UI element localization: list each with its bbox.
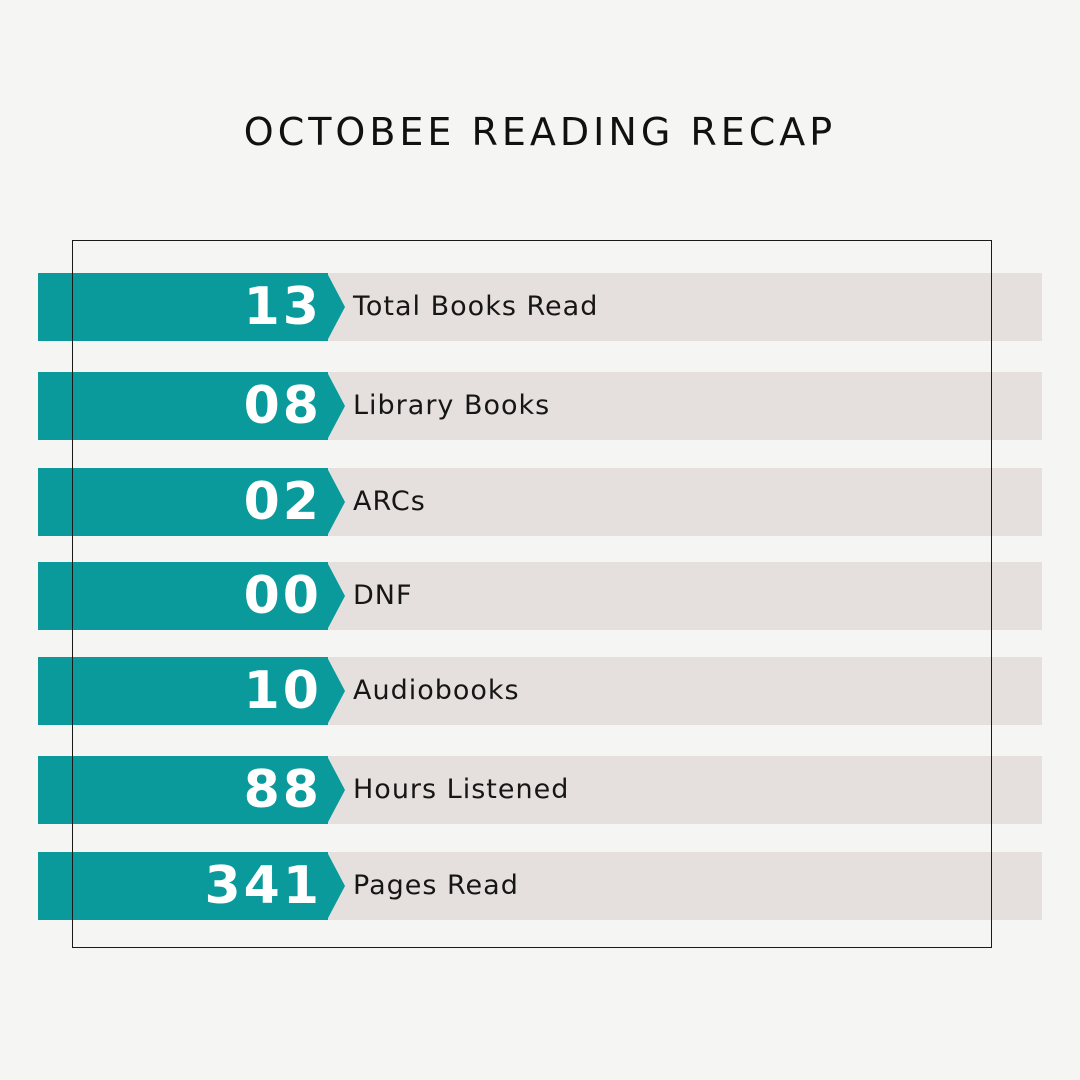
stat-value: 00 — [243, 566, 322, 626]
stat-value: 02 — [243, 472, 322, 532]
stat-label: DNF — [353, 580, 413, 611]
stat-label: ARCs — [353, 486, 426, 517]
stat-value: 10 — [243, 661, 322, 721]
stat-value-badge: 02 — [38, 468, 328, 536]
stat-row-hours-listened: 88 Hours Listened — [38, 756, 1042, 824]
stat-label: Total Books Read — [353, 291, 599, 322]
stat-value: 08 — [243, 376, 322, 436]
badge-arrow-point — [327, 756, 345, 824]
stat-row-total-books: 13 Total Books Read — [38, 273, 1042, 341]
stat-value-badge: 13 — [38, 273, 328, 341]
stat-value-badge: 00 — [38, 562, 328, 630]
stat-row-pages-read: 341 Pages Read — [38, 852, 1042, 920]
stat-label: Pages Read — [353, 870, 519, 901]
stat-row-audiobooks: 10 Audiobooks — [38, 657, 1042, 725]
stat-value: 13 — [243, 277, 322, 337]
badge-arrow-point — [327, 273, 345, 341]
badge-arrow-point — [327, 562, 345, 630]
badge-arrow-point — [327, 468, 345, 536]
stat-value-badge: 08 — [38, 372, 328, 440]
stat-label: Hours Listened — [353, 774, 570, 805]
stat-label: Audiobooks — [353, 675, 520, 706]
stat-label: Library Books — [353, 390, 551, 421]
badge-arrow-point — [327, 372, 345, 440]
stat-value: 341 — [204, 856, 322, 916]
stat-value-badge: 88 — [38, 756, 328, 824]
badge-arrow-point — [327, 657, 345, 725]
stat-row-arcs: 02 ARCs — [38, 468, 1042, 536]
stat-row-dnf: 00 DNF — [38, 562, 1042, 630]
stat-row-library-books: 08 Library Books — [38, 372, 1042, 440]
badge-arrow-point — [327, 852, 345, 920]
stat-value-badge: 341 — [38, 852, 328, 920]
page-title: OCTOBEE READING RECAP — [243, 110, 837, 154]
stat-value-badge: 10 — [38, 657, 328, 725]
stat-value: 88 — [243, 760, 322, 820]
